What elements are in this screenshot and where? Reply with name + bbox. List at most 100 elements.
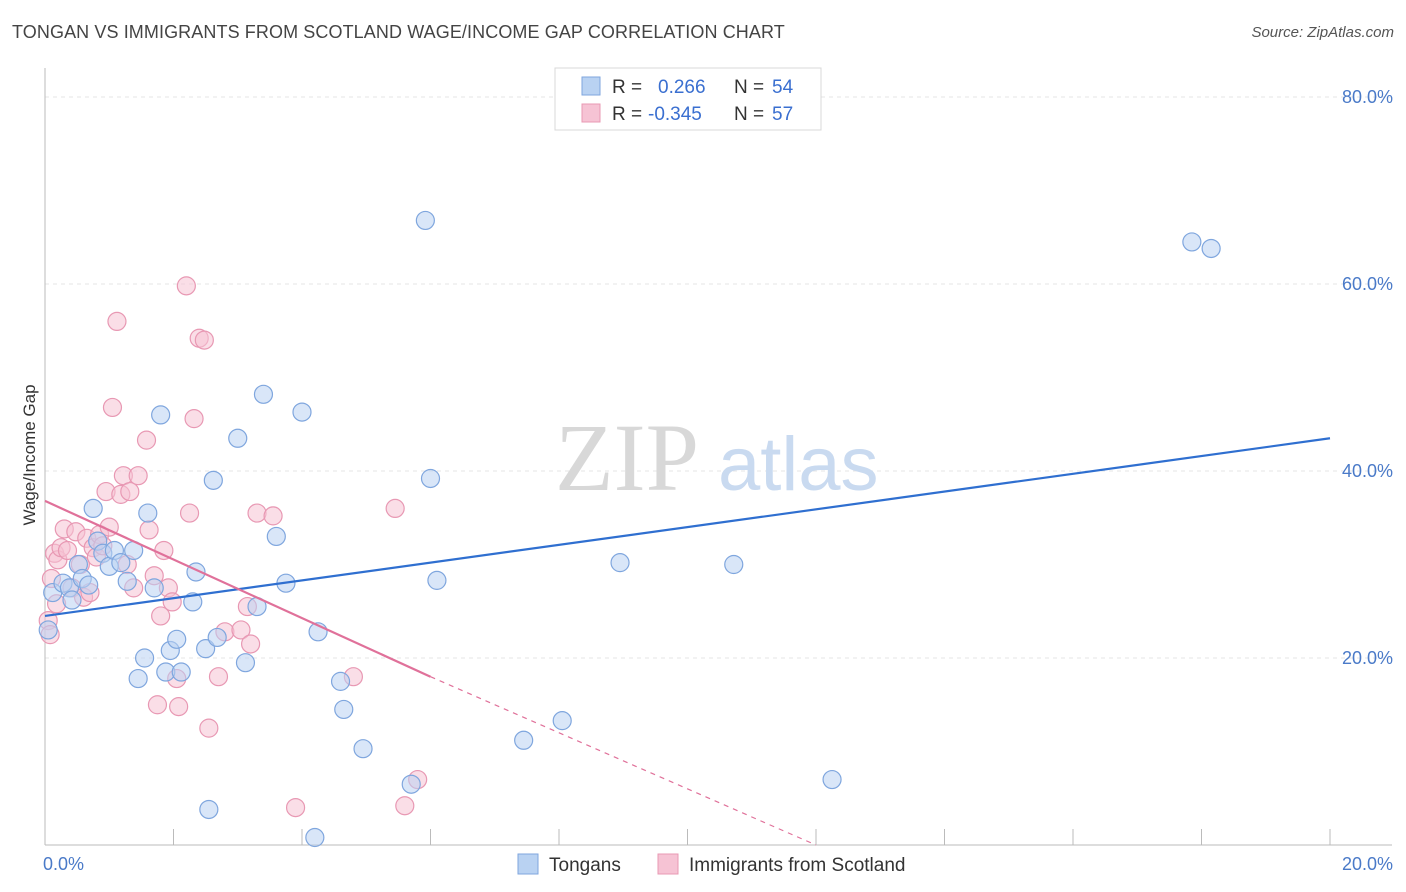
tongans-point-27 — [196, 639, 216, 659]
tongans-point-51 — [822, 769, 842, 790]
tongans-point-7 — [79, 575, 99, 595]
legend-n-value-2: 57 — [772, 104, 793, 125]
tongans-trend-line — [44, 437, 1331, 618]
series-legend: Tongans Immigrants from Scotland — [517, 853, 905, 876]
scotland-point-45 — [231, 620, 251, 640]
tongans-point-13 — [111, 553, 131, 573]
tongans-point-37 — [292, 402, 312, 422]
tongans-point-16 — [128, 668, 148, 689]
scotland-point-19 — [102, 397, 123, 418]
scotland-point-30 — [147, 695, 168, 715]
scotland-point-28 — [139, 520, 159, 540]
scotland-point-47 — [241, 634, 261, 654]
scotland-point-42 — [199, 718, 219, 738]
tongans-point-25 — [183, 592, 203, 612]
scotland-point-41 — [194, 330, 214, 350]
tongans-point-43 — [401, 774, 421, 794]
watermark-atlas: atlas — [718, 422, 879, 507]
scotland-point-50 — [285, 797, 306, 818]
tongans-point-28 — [199, 799, 219, 820]
legend-r-value-2: -0.345 — [648, 104, 702, 125]
scotland-point-53 — [395, 796, 415, 816]
scotland-point-52 — [385, 498, 405, 518]
scotland-trend-line — [44, 499, 431, 678]
tongans-point-4 — [62, 590, 82, 610]
x-tick-label-0: 0.0% — [43, 854, 84, 874]
tongans-point-24 — [171, 662, 191, 682]
tongans-point-34 — [253, 384, 274, 404]
scotland-point-38 — [179, 503, 200, 523]
watermark-zip: ZIP — [555, 404, 699, 511]
tongans-point-18 — [138, 503, 158, 523]
y-tick-label-0: 20.0% — [1342, 648, 1393, 668]
scotland-point-32 — [154, 540, 174, 561]
x-tick-label-1: 20.0% — [1342, 854, 1393, 874]
bottom-legend-scotland: Immigrants from Scotland — [689, 855, 905, 876]
tongans-point-41 — [334, 699, 354, 720]
bottom-swatch-scotland — [657, 853, 679, 875]
scotland-point-34 — [162, 592, 182, 612]
tongans-point-20 — [151, 405, 171, 425]
tongans-point-42 — [353, 739, 373, 759]
y-tick-labels: 20.0% 40.0% 60.0% 80.0% — [1342, 87, 1393, 668]
tongans-point-45 — [420, 468, 441, 489]
tongans-point-52 — [1182, 232, 1202, 252]
tongans-point-17 — [134, 648, 155, 668]
scotland-trend-line-extension — [430, 676, 817, 846]
y-tick-label-2: 60.0% — [1342, 274, 1393, 294]
tongans-point-38 — [305, 827, 325, 848]
y-axis-label: Wage/Income Gap — [20, 384, 39, 525]
tongans-point-49 — [610, 553, 630, 573]
bottom-swatch-tongans — [517, 853, 539, 875]
legend-swatch-tongans — [581, 76, 601, 96]
legend-r-label-2: R = — [612, 104, 642, 125]
tongans-point-30 — [207, 627, 227, 648]
source-label: Source: ZipAtlas.com — [1251, 24, 1394, 41]
tongans-point-46 — [427, 570, 447, 590]
chart-title: TONGAN VS IMMIGRANTS FROM SCOTLAND WAGE/… — [12, 22, 785, 42]
scotland-point-37 — [176, 276, 196, 296]
tongans-point-48 — [552, 711, 572, 731]
tongans-point-19 — [144, 578, 164, 598]
tongans-point-0 — [38, 620, 58, 640]
scotland-point-48 — [247, 503, 267, 523]
tongans-points — [38, 210, 1221, 848]
tongans-point-50 — [724, 554, 744, 575]
scotland-point-20 — [107, 311, 127, 331]
trend-lines — [44, 437, 1331, 846]
tongans-point-29 — [203, 470, 223, 490]
scotland-point-27 — [136, 430, 157, 450]
legend-n-value-1: 54 — [772, 77, 794, 98]
y-tick-label-3: 80.0% — [1342, 87, 1393, 107]
scotland-point-6 — [57, 540, 78, 561]
tongans-point-44 — [415, 210, 435, 231]
legend-n-label-1: N = — [734, 77, 764, 98]
legend-swatch-scotland — [581, 103, 601, 123]
scotland-point-49 — [263, 506, 283, 526]
tongans-point-14 — [117, 571, 137, 591]
legend-r-label-1: R = — [612, 77, 642, 98]
scotland-point-24 — [120, 481, 140, 502]
tongans-point-47 — [514, 730, 534, 750]
correlation-legend: R = 0.266 N = 54 R = -0.345 N = 57 — [554, 67, 822, 131]
scotland-point-36 — [169, 697, 189, 717]
tongans-point-8 — [83, 498, 103, 518]
x-tick-labels: 0.0% 20.0% — [43, 854, 1393, 874]
y-tick-label-1: 40.0% — [1342, 461, 1393, 481]
axes — [44, 68, 1392, 846]
tongans-point-31 — [228, 428, 248, 448]
tongans-point-23 — [167, 629, 187, 649]
legend-n-label-2: N = — [734, 104, 764, 125]
scotland-point-39 — [184, 409, 204, 429]
watermark: ZIP atlas — [555, 404, 879, 511]
scotland-point-26 — [128, 466, 148, 486]
tongans-point-32 — [235, 653, 256, 673]
grid — [45, 96, 1392, 659]
bottom-legend-tongans: Tongans — [549, 855, 621, 876]
scotland-point-43 — [208, 667, 229, 687]
tongans-point-53 — [1201, 238, 1221, 259]
tongans-point-40 — [330, 671, 351, 691]
tongans-point-35 — [266, 526, 286, 547]
scotland-point-31 — [151, 606, 171, 626]
